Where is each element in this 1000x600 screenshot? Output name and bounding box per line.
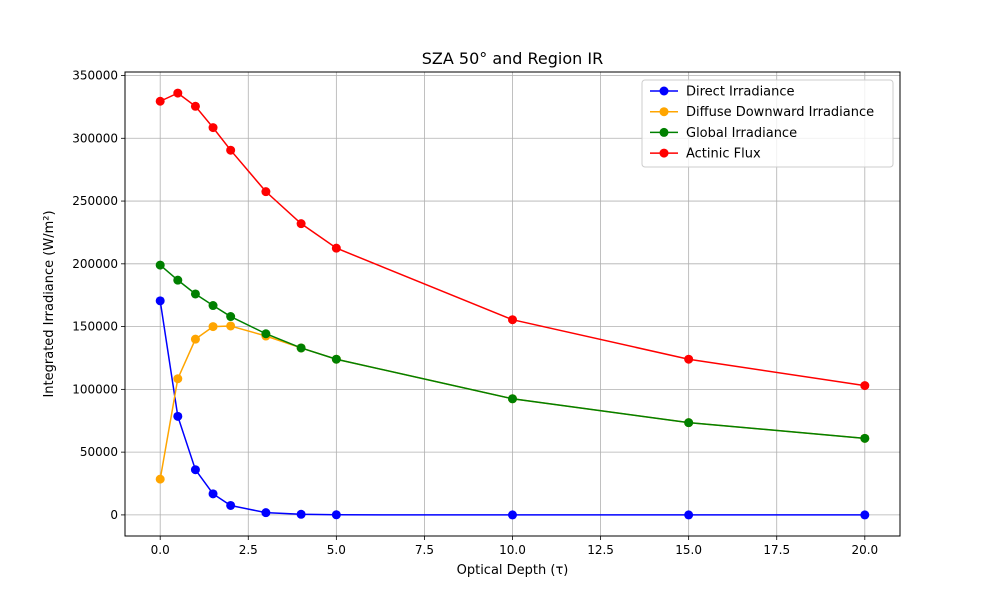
data-point [208, 301, 218, 311]
data-point [208, 322, 218, 332]
series-0 [155, 296, 870, 520]
chart-title: SZA 50° and Region IR [422, 49, 603, 68]
legend-entry: Global Irradiance [650, 126, 797, 141]
data-point [508, 315, 517, 325]
data-point [226, 321, 236, 331]
data-point [155, 474, 165, 484]
y-tick-label: 150000 [72, 320, 118, 334]
y-tick-label: 0 [110, 508, 118, 522]
data-point [173, 88, 183, 98]
axis-ticks: 0.0 2.5 5.0 7.5 10.0 12.5 15.0 17.5 20.0 0 50000 10… [72, 69, 878, 557]
data-point [296, 343, 306, 353]
y-tick-label: 100000 [72, 382, 118, 396]
data-point [684, 510, 694, 520]
x-tick-label: 12.5 [587, 543, 614, 557]
y-tick-label: 350000 [72, 69, 118, 83]
data-point [261, 329, 271, 339]
data-point [261, 187, 271, 197]
legend-label: Direct Irradiance [686, 85, 795, 100]
data-point [226, 312, 236, 322]
data-point [208, 489, 218, 499]
data-point [508, 394, 517, 404]
series-3 [155, 88, 870, 391]
x-tick-label: 20.0 [851, 543, 878, 557]
data-point [508, 510, 517, 520]
legend-label: Diffuse Downward Irradiance [686, 105, 874, 120]
y-tick-label: 250000 [72, 194, 118, 208]
data-point [331, 354, 341, 364]
legend-marker [659, 107, 669, 117]
data-point [261, 508, 271, 518]
y-tick-label: 50000 [80, 445, 118, 459]
data-point [190, 465, 200, 475]
legend-entry: Diffuse Downward Irradiance [650, 105, 874, 120]
x-axis-label: Optical Depth (τ) [457, 563, 569, 578]
x-tick-label: 5.0 [327, 543, 346, 557]
data-point [860, 433, 870, 443]
legend-entry: Direct Irradiance [650, 85, 795, 100]
x-tick-label: 15.0 [675, 543, 702, 557]
legend-entry: Actinic Flux [650, 147, 761, 162]
data-point [173, 374, 183, 384]
legend-marker [659, 148, 669, 158]
x-tick-label: 10.0 [499, 543, 526, 557]
data-point [155, 296, 165, 306]
legend-marker [659, 86, 669, 96]
data-point [190, 101, 200, 111]
x-tick-label: 2.5 [239, 543, 258, 557]
data-point [860, 510, 870, 520]
data-point [208, 123, 218, 133]
y-tick-label: 300000 [72, 131, 118, 145]
data-point [173, 275, 183, 285]
data-point [296, 219, 306, 229]
x-tick-label: 17.5 [763, 543, 790, 557]
y-tick-label: 200000 [72, 257, 118, 271]
data-point [155, 260, 165, 270]
data-point [684, 418, 694, 428]
data-point [226, 145, 236, 155]
legend-label: Actinic Flux [686, 147, 761, 162]
legend-label: Global Irradiance [686, 126, 797, 141]
x-tick-label: 7.5 [415, 543, 434, 557]
data-point [331, 510, 341, 520]
legend-marker [659, 127, 669, 137]
x-tick-label: 0.0 [151, 543, 170, 557]
data-point [860, 381, 870, 391]
data-point [173, 411, 183, 421]
y-axis-label: Integrated Irradiance (W/m²) [42, 210, 57, 397]
data-point [226, 500, 236, 510]
legend-box [641, 79, 894, 168]
legend: Direct Irradiance Diffuse Downward Irradi… [641, 79, 894, 168]
data-point [155, 96, 165, 106]
data-point [190, 334, 200, 344]
data-point [331, 243, 341, 253]
series-2 [155, 260, 870, 443]
data-point [684, 354, 694, 364]
series-layer [155, 88, 870, 520]
data-point [190, 289, 200, 299]
data-point [296, 509, 306, 519]
grid [125, 72, 900, 536]
